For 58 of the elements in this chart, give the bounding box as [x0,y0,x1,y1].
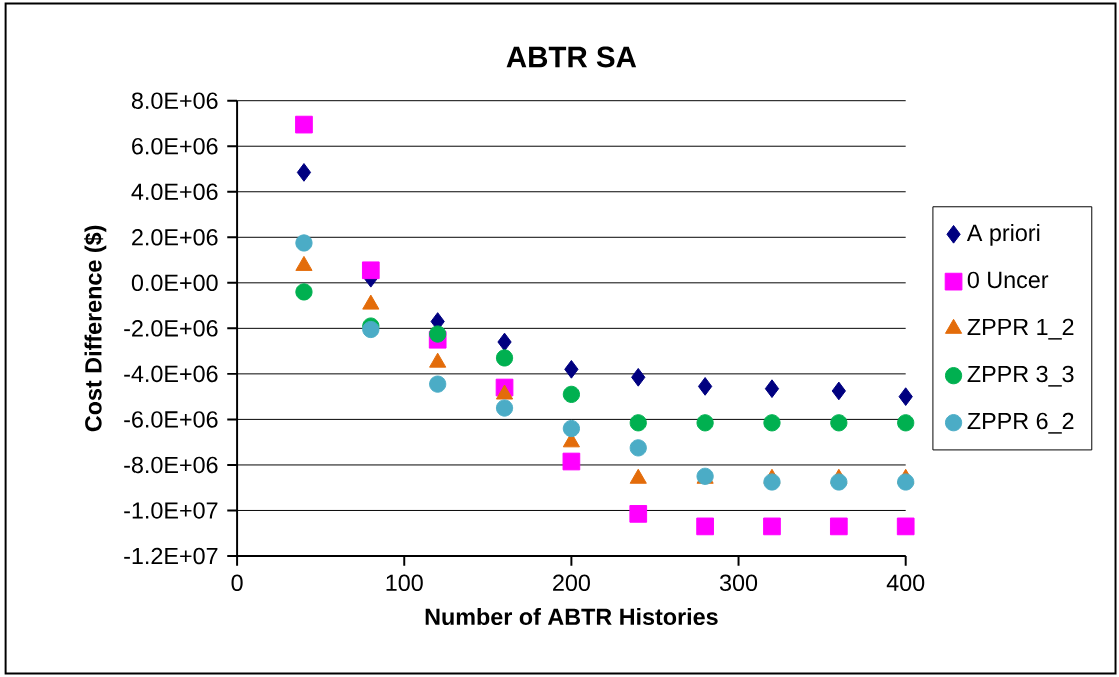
legend-label: ZPPR 3_3 [967,365,1074,387]
point [361,261,380,280]
point [296,163,312,182]
y-tick-label: -8.0E+06 [124,456,218,474]
y-tick-label: 0.0E+00 [131,274,218,292]
point [497,332,512,352]
y-tick-label: 8.0E+06 [131,92,218,109]
point [362,320,380,339]
x-tick-label: 400 [886,574,925,592]
y-tick-label: -1.2E+07 [124,547,218,565]
chart-title: ABTR SA [506,46,637,68]
point [295,234,313,252]
point [495,349,514,367]
point [763,414,781,432]
point [898,387,913,406]
point [629,505,648,523]
y-tick-label: -2.0E+06 [124,320,218,337]
point [629,414,647,432]
point [897,473,915,491]
legend-label: ZPPR 1_2 [967,318,1074,340]
x-tick-label: 100 [386,574,423,592]
x-tick-label: 200 [553,574,590,592]
x-tick-label: 300 [719,574,758,592]
point [295,115,313,134]
point [562,452,581,471]
y-tick-label: -6.0E+06 [124,411,218,428]
point [831,381,846,401]
point [429,325,447,343]
point [829,517,848,536]
point [763,473,781,491]
y-axis-title: Cost Difference ($) [84,225,107,432]
point [764,379,780,399]
point [629,439,647,457]
y-tick-label: -4.0E+06 [124,365,218,383]
point [830,473,848,491]
point [896,517,915,536]
point [564,359,579,379]
x-axis-title: Number of ABTR Histories [425,607,718,626]
y-tick-label: 4.0E+06 [131,183,218,201]
legend-label: ZPPR 6_2 [967,412,1074,434]
point [696,414,714,432]
point [562,385,580,403]
legend-label: 0 Uncer [967,271,1049,289]
point [631,367,646,387]
y-tick-label: 6.0E+06 [132,137,218,155]
point [830,414,848,432]
point [696,517,714,536]
point [697,377,713,396]
point [763,517,781,536]
x-tick-label: 0 [231,574,243,592]
point [429,375,447,393]
legend-label: A priori [966,223,1040,246]
point [495,399,514,417]
point [562,419,580,438]
y-tick-label: 2.0E+06 [132,229,218,246]
y-tick-label: -1.0E+07 [124,502,218,519]
point [897,414,915,432]
point [295,283,313,301]
